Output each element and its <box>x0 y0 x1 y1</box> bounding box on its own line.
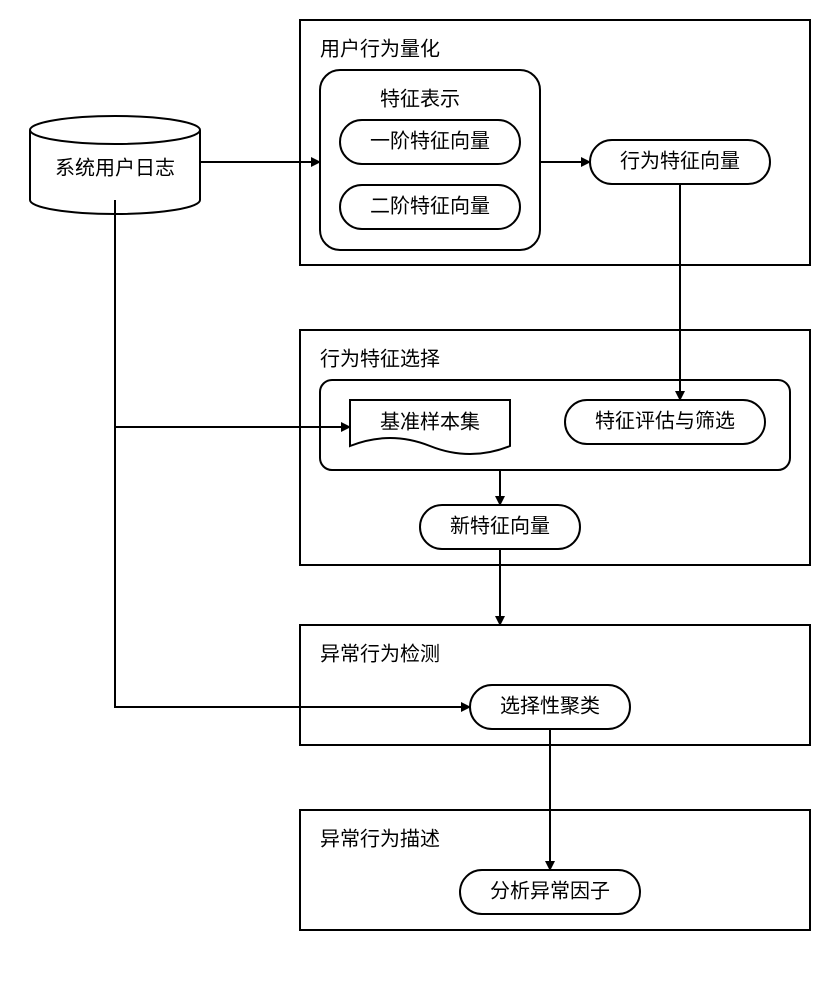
svg-text:用户行为量化: 用户行为量化 <box>320 37 440 60</box>
svg-text:新特征向量: 新特征向量 <box>450 514 550 537</box>
svg-text:行为特征向量: 行为特征向量 <box>620 149 740 172</box>
svg-text:行为特征选择: 行为特征选择 <box>320 347 440 370</box>
svg-text:异常行为检测: 异常行为检测 <box>320 642 440 665</box>
edge <box>115 200 350 427</box>
svg-text:异常行为描述: 异常行为描述 <box>320 827 440 850</box>
svg-text:基准样本集: 基准样本集 <box>380 410 480 433</box>
svg-text:特征评估与筛选: 特征评估与筛选 <box>595 409 735 432</box>
svg-text:系统用户日志: 系统用户日志 <box>55 156 175 179</box>
svg-text:二阶特征向量: 二阶特征向量 <box>370 194 490 217</box>
svg-text:特征表示: 特征表示 <box>380 87 460 110</box>
svg-text:一阶特征向量: 一阶特征向量 <box>370 129 490 152</box>
svg-text:分析异常因子: 分析异常因子 <box>490 879 610 902</box>
svg-text:选择性聚类: 选择性聚类 <box>500 694 600 717</box>
